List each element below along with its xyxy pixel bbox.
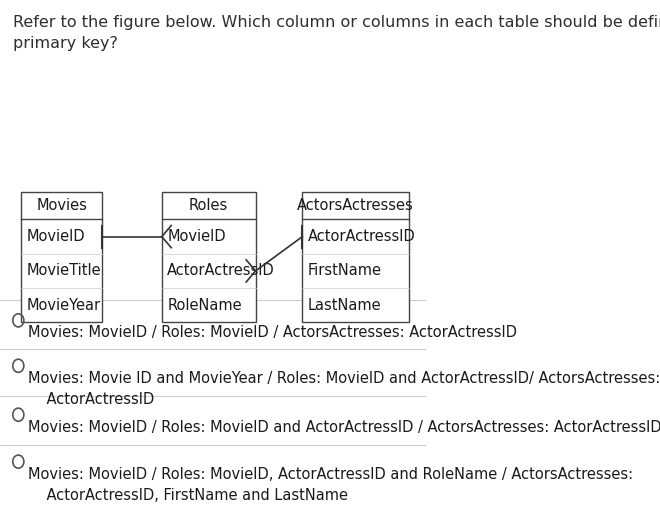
Text: MovieID: MovieID	[168, 229, 226, 244]
Text: MovieTitle: MovieTitle	[27, 264, 102, 278]
Text: ActorActressID: ActorActressID	[168, 264, 275, 278]
Text: LastName: LastName	[308, 298, 381, 313]
Text: FirstName: FirstName	[308, 264, 382, 278]
Bar	[162, 192, 255, 322]
Text: MovieYear: MovieYear	[27, 298, 101, 313]
Text: Movies: MovieID / Roles: MovieID, ActorActressID and RoleName / ActorsActresses:: Movies: MovieID / Roles: MovieID, ActorA…	[28, 467, 633, 503]
Text: ActorsActresses: ActorsActresses	[297, 198, 414, 213]
Text: Refer to the figure below. Which column or columns in each table should be defin: Refer to the figure below. Which column …	[13, 15, 660, 51]
Text: MovieID: MovieID	[27, 229, 85, 244]
Text: Movies: Movie ID and MovieYear / Roles: MovieID and ActorActressID/ ActorsActres: Movies: Movie ID and MovieYear / Roles: …	[28, 371, 660, 407]
Bar	[21, 192, 102, 322]
Text: Movies: Movies	[36, 198, 87, 213]
Bar	[302, 192, 409, 322]
Text: RoleName: RoleName	[168, 298, 242, 313]
Text: Movies: MovieID / Roles: MovieID and ActorActressID / ActorsActresses: ActorActr: Movies: MovieID / Roles: MovieID and Act…	[28, 420, 660, 435]
Text: Roles: Roles	[189, 198, 228, 213]
Text: Movies: MovieID / Roles: MovieID / ActorsActresses: ActorActressID: Movies: MovieID / Roles: MovieID / Actor…	[28, 326, 517, 340]
Text: ActorActressID: ActorActressID	[308, 229, 416, 244]
